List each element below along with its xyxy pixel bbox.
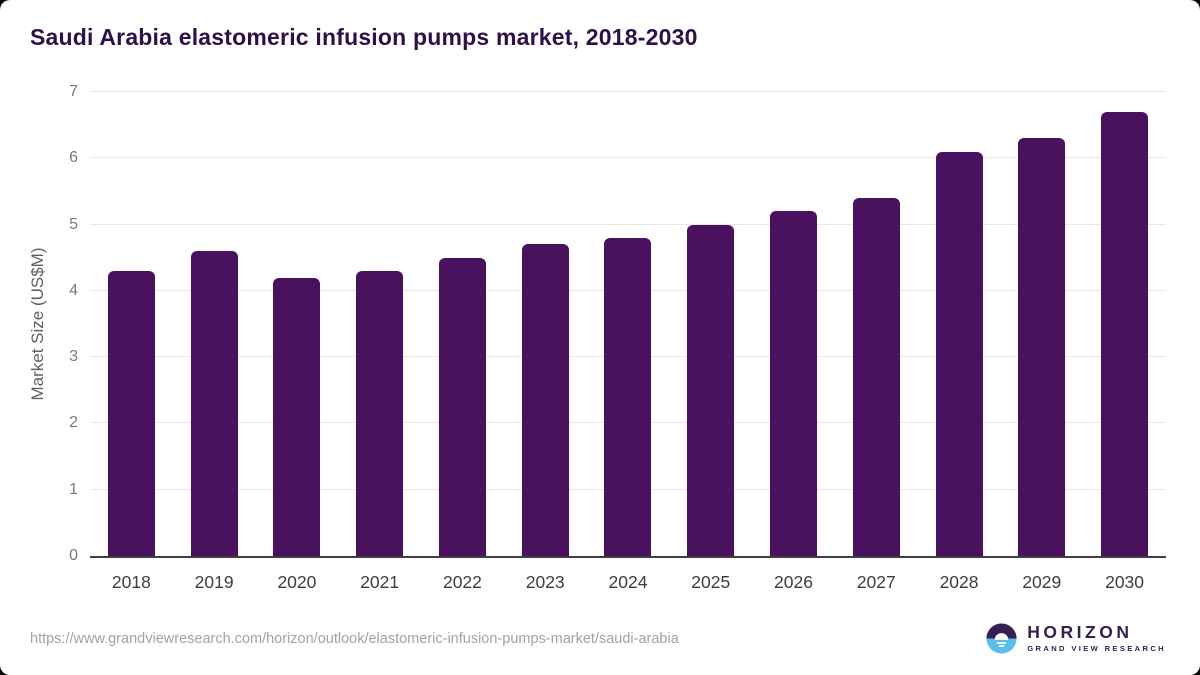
bar-2023 [521, 244, 569, 556]
x-label-2020: 2020 [277, 572, 317, 592]
bars-row [90, 92, 1166, 556]
y-axis-title: Market Size (US$M) [28, 247, 47, 401]
bar-slot-2029 [1000, 92, 1083, 556]
x-label-2025: 2025 [691, 572, 731, 592]
bar-2027 [852, 198, 900, 556]
y-tick-label-5: 5 [69, 215, 78, 233]
bar-slot-2022 [421, 92, 504, 556]
bar-slot-2028 [918, 92, 1001, 556]
x-label-2028: 2028 [939, 572, 979, 592]
bar-slot-2023 [504, 92, 587, 556]
horizon-logo-icon [986, 623, 1017, 654]
bar-slot-2026 [752, 92, 835, 556]
x-label-2026: 2026 [774, 572, 813, 592]
gridline-5 [90, 223, 1166, 225]
bar-2029 [1018, 138, 1066, 556]
y-tick-label-1: 1 [69, 480, 78, 498]
source-url: https://www.grandviewresearch.com/horizo… [30, 631, 679, 647]
bar-slot-2019 [173, 92, 256, 556]
gridline-6 [90, 157, 1166, 159]
y-tick-label-2: 2 [69, 414, 78, 432]
bar-2020 [273, 277, 321, 556]
bar-2030 [1101, 111, 1149, 556]
chart-title: Saudi Arabia elastomeric infusion pumps … [30, 24, 698, 50]
x-label-2027: 2027 [856, 572, 896, 592]
x-label-2029: 2029 [1022, 572, 1062, 592]
bar-2022 [438, 257, 486, 556]
horizon-logo: HORIZON GRAND VIEW RESEARCH [985, 622, 1166, 655]
horizon-logo-subbrand: GRAND VIEW RESEARCH [1027, 643, 1166, 653]
bar-2018 [107, 270, 155, 556]
y-tick-label-6: 6 [69, 149, 78, 167]
horizon-logo-brand: HORIZON [1027, 622, 1133, 643]
bar-slot-2027 [835, 92, 918, 556]
y-tick-label-3: 3 [69, 348, 78, 366]
plot-area: Market Size (US$M) 0 1 2 3 4 5 6 7 [28, 84, 1166, 564]
bar-2028 [935, 151, 983, 556]
gridline-7 [90, 91, 1166, 92]
bar-2025 [687, 224, 735, 556]
x-label-2030: 2030 [1105, 572, 1145, 592]
bar-2021 [356, 270, 404, 556]
bar-2026 [770, 211, 817, 556]
y-tick-label-0: 0 [69, 547, 78, 564]
x-axis-labels: 2018 2019 2020 2021 2022 2023 2024 2025 2026 2027… [90, 562, 1166, 593]
bar-slot-2030 [1083, 92, 1166, 556]
y-tick-label-7: 7 [69, 83, 78, 100]
bar-slot-2025 [669, 92, 752, 556]
bar-slot-2020 [256, 92, 339, 556]
bar-2019 [190, 251, 238, 556]
bar-slot-2021 [338, 92, 421, 556]
bar-slot-2018 [90, 92, 173, 556]
x-label-2019: 2019 [194, 572, 234, 592]
x-label-2024: 2024 [608, 572, 648, 592]
horizon-logo-text: HORIZON GRAND VIEW RESEARCH [1027, 624, 1166, 652]
x-label-2021: 2021 [360, 572, 400, 592]
x-label-2018: 2018 [111, 572, 151, 592]
x-label-2022: 2022 [442, 572, 482, 592]
x-label-2023: 2023 [525, 572, 565, 592]
bar-slot-2024 [587, 92, 670, 556]
y-tick-label-4: 4 [69, 281, 78, 299]
bar-2024 [604, 237, 652, 556]
